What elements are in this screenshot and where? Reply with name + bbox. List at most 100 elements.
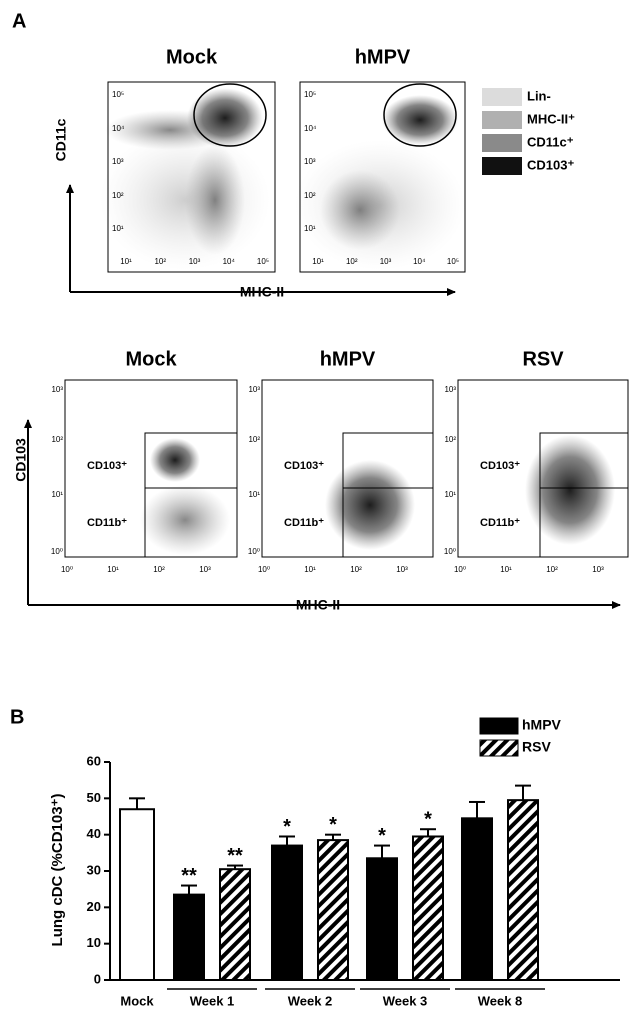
- x-axis-label: MHC-II: [296, 597, 340, 613]
- legend-swatch: [479, 739, 519, 757]
- legend-swatch: [482, 134, 522, 152]
- bar: [507, 799, 539, 982]
- significance: *: [378, 825, 386, 847]
- bar: [119, 808, 155, 981]
- x-tick-label: 10³: [199, 565, 211, 574]
- y-tick-label: 10³: [112, 157, 124, 166]
- legend-label: CD103⁺: [527, 157, 574, 172]
- gate-box: [144, 432, 238, 558]
- panel-label: A: [12, 10, 26, 32]
- legend-label: RSV: [522, 739, 551, 755]
- gate-label: CD103⁺: [87, 460, 127, 472]
- x-tick-label: 10²: [346, 257, 358, 266]
- y-tick-label: 10³: [304, 157, 316, 166]
- x-tick-label: 10¹: [304, 565, 316, 574]
- gate-box: [539, 432, 629, 558]
- panel-label: B: [10, 706, 24, 728]
- x-tick-label: Week 3: [383, 993, 428, 1008]
- gate-box: [342, 432, 434, 558]
- y-tick-label: 10³: [444, 385, 456, 394]
- y-tick-label: 10²: [112, 191, 124, 200]
- bar: [173, 893, 205, 981]
- y-tick-label: 10⁵: [304, 90, 316, 99]
- x-tick-label: Week 8: [478, 993, 523, 1008]
- y-tick-label: 10²: [444, 435, 456, 444]
- gate-label: CD103⁺: [284, 460, 324, 472]
- plot-title: Mock: [166, 46, 218, 68]
- y-tick-label: 0: [94, 971, 101, 986]
- y-tick-label: 10¹: [444, 490, 456, 499]
- significance: *: [329, 814, 337, 836]
- x-tick-label: 10²: [154, 257, 166, 266]
- y-tick-label: 50: [87, 790, 101, 805]
- x-tick-label: 10⁴: [413, 257, 426, 266]
- gate-label: CD103⁺: [480, 460, 520, 472]
- y-tick-label: 60: [87, 753, 101, 768]
- y-tick-label: 10⁰: [444, 547, 456, 556]
- x-tick-label: 10³: [396, 565, 408, 574]
- legend-label: Lin-: [527, 88, 551, 103]
- y-tick-label: 10²: [51, 435, 63, 444]
- legend-swatch: [479, 717, 519, 735]
- x-tick-label: 10⁰: [454, 565, 466, 574]
- y-tick-label: 10²: [248, 435, 260, 444]
- x-tick-label: 10⁵: [447, 257, 459, 266]
- y-tick-label: 10⁰: [51, 547, 63, 556]
- bar: [219, 868, 251, 982]
- significance: **: [181, 865, 197, 887]
- x-tick-label: 10¹: [120, 257, 132, 266]
- legend-label: MHC-II⁺: [527, 111, 575, 126]
- bar: [366, 857, 398, 981]
- x-tick-label: 10³: [592, 565, 604, 574]
- x-tick-label: 10¹: [500, 565, 512, 574]
- x-tick-label: Mock: [120, 993, 154, 1008]
- legend-swatch: [482, 88, 522, 106]
- x-tick-label: 10¹: [107, 565, 119, 574]
- y-tick-label: 10: [87, 935, 101, 950]
- y-tick-label: 10³: [248, 385, 260, 394]
- y-tick-label: 10⁴: [112, 124, 125, 133]
- y-tick-label: 10⁰: [248, 547, 260, 556]
- legend-swatch: [482, 157, 522, 175]
- y-tick-label: 10¹: [51, 490, 63, 499]
- gate-label: CD11b⁺: [87, 517, 127, 529]
- legend-label: CD11c⁺: [527, 134, 574, 149]
- y-tick-label: 10³: [51, 385, 63, 394]
- bar: [412, 835, 444, 981]
- plot-title: hMPV: [355, 46, 411, 68]
- y-axis-label: CD11c: [53, 118, 69, 161]
- y-tick-label: 10¹: [248, 490, 260, 499]
- x-tick-label: 10⁰: [61, 565, 73, 574]
- y-tick-label: 20: [87, 899, 101, 914]
- x-tick-label: 10²: [350, 565, 362, 574]
- legend-label: hMPV: [522, 717, 562, 733]
- gate-ellipse: [193, 83, 267, 147]
- density-decoration: [100, 88, 615, 555]
- significance: **: [227, 845, 243, 867]
- y-axis-label: Lung cDC (%CD103⁺): [49, 794, 66, 947]
- plot-title: RSV: [522, 348, 564, 370]
- y-tick-label: 10⁵: [112, 90, 124, 99]
- x-tick-label: 10¹: [312, 257, 324, 266]
- y-axis-label: CD103: [13, 438, 29, 482]
- plot-frame: [107, 81, 276, 273]
- significance: *: [424, 808, 432, 830]
- plot-frame: [299, 81, 466, 273]
- gate-ellipse: [383, 83, 457, 147]
- y-tick-label: 10⁴: [304, 124, 317, 133]
- y-tick-label: 40: [87, 826, 101, 841]
- x-tick-label: 10⁵: [257, 257, 269, 266]
- gate-label: CD11b⁺: [284, 517, 324, 529]
- significance: *: [283, 816, 291, 838]
- x-tick-label: 10²: [153, 565, 165, 574]
- bar: [271, 844, 303, 981]
- x-tick-label: 10³: [189, 257, 201, 266]
- x-tick-label: Week 1: [190, 993, 235, 1008]
- y-tick-label: 10¹: [112, 224, 124, 233]
- x-tick-label: 10²: [546, 565, 558, 574]
- bar: [317, 839, 349, 981]
- plot-title: hMPV: [320, 348, 376, 370]
- x-tick-label: 10³: [380, 257, 392, 266]
- x-tick-label: Week 2: [288, 993, 333, 1008]
